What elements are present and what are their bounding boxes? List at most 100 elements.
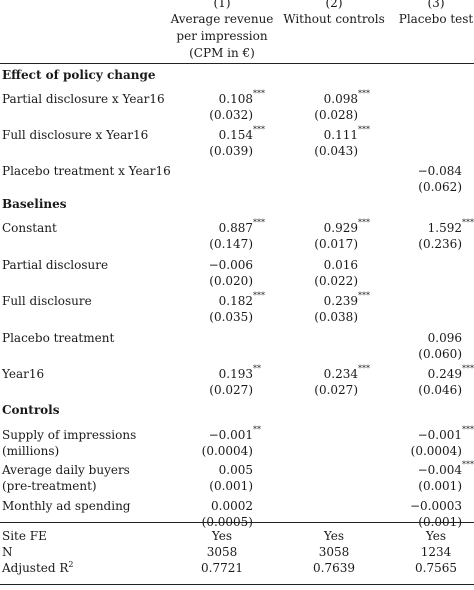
- row-label: (pre-treatment): [2, 479, 97, 493]
- standard-error: (0.046): [418, 383, 462, 397]
- footer-value: 3058: [206, 545, 238, 559]
- row-label: Full disclosure: [2, 294, 92, 308]
- row-label: Average daily buyers: [2, 463, 130, 477]
- coefficient-value: 0.108: [218, 92, 253, 106]
- row-label: Placebo treatment x Year16: [2, 164, 171, 178]
- standard-error: (0.028): [314, 108, 358, 122]
- coefficient: −0.006: [209, 258, 253, 272]
- section-title: Effect of policy change: [2, 68, 156, 82]
- standard-error: (0.020): [209, 274, 253, 288]
- row-label: Placebo treatment: [2, 331, 115, 345]
- significance-stars: ***: [462, 460, 474, 469]
- standard-error: (0.022): [314, 274, 358, 288]
- row-label: Monthly ad spending: [2, 499, 131, 513]
- footer-value: Yes: [425, 529, 447, 543]
- footer-value: 0.7565: [415, 561, 457, 575]
- section-title: Baselines: [2, 197, 67, 211]
- footer-value: 3058: [318, 545, 350, 559]
- significance-stars: ***: [462, 425, 474, 434]
- coefficient-value: 0.929: [323, 221, 358, 235]
- coefficient: 0.239 ***: [324, 291, 370, 308]
- standard-error: (0.027): [209, 383, 253, 397]
- standard-error: (0.035): [209, 310, 253, 324]
- significance-stars: ***: [358, 291, 370, 300]
- column-number: (2): [325, 0, 343, 10]
- footer-label: Adjusted R2: [2, 560, 74, 576]
- significance-stars: ***: [462, 364, 474, 373]
- row-label: Constant: [2, 221, 57, 235]
- coefficient: 0.929 ***: [323, 218, 370, 235]
- coefficient-value: −0.001: [208, 428, 253, 442]
- coefficient: 0.108 ***: [218, 89, 265, 106]
- column-title: Average revenue: [170, 12, 274, 26]
- significance-stars: ***: [253, 218, 265, 227]
- coefficient: 0.234 ***: [323, 364, 370, 381]
- significance-stars: ***: [358, 218, 370, 227]
- column-title: (CPM in €): [189, 46, 255, 60]
- column-title: Placebo test: [398, 12, 474, 26]
- coefficient-value: −0.0003: [409, 499, 462, 513]
- standard-error: (0.0004): [201, 444, 253, 458]
- coefficient-value: 0.193: [218, 367, 253, 381]
- coefficient-value: 0.111: [323, 128, 358, 142]
- coefficient-value: 0.016: [323, 258, 358, 272]
- standard-error: (0.236): [418, 237, 462, 251]
- coefficient-value: 0.0002: [211, 499, 253, 513]
- coefficient: 0.154 ***: [218, 125, 265, 142]
- footer-value: Yes: [323, 529, 345, 543]
- column-number: (1): [213, 0, 231, 10]
- coefficient: 0.887 ***: [218, 218, 265, 235]
- row-label: Full disclosure x Year16: [2, 128, 149, 142]
- coefficient: −0.004 ***: [417, 460, 474, 477]
- coefficient-value: 0.098: [323, 92, 358, 106]
- coefficient: 0.182 ***: [219, 291, 265, 308]
- row-label: Partial disclosure x Year16: [2, 92, 165, 106]
- standard-error: (0.060): [418, 347, 462, 361]
- coefficient: 0.005: [219, 463, 253, 477]
- footer-rule: [0, 522, 474, 523]
- standard-error: (0.043): [314, 144, 358, 158]
- coefficient: 0.096: [428, 331, 462, 345]
- coefficient-value: 0.005: [218, 463, 253, 477]
- coefficient: −0.001 **: [208, 425, 261, 442]
- coefficient-value: 0.887: [218, 221, 253, 235]
- standard-error: (0.001): [209, 479, 253, 493]
- standard-error: (0.001): [418, 479, 462, 493]
- coefficient-value: −0.001: [417, 428, 462, 442]
- coefficient: 0.193 **: [218, 364, 261, 381]
- coefficient-value: 0.154: [218, 128, 253, 142]
- coefficient: 0.111 ***: [323, 125, 370, 142]
- footer-value: Yes: [211, 529, 233, 543]
- footer-label: Site FE: [2, 529, 47, 543]
- row-label: Partial disclosure: [2, 258, 109, 272]
- significance-stars: ***: [358, 125, 370, 134]
- footer-value: 0.7721: [201, 561, 243, 575]
- coefficient-value: 1.592: [427, 221, 462, 235]
- significance-stars: ***: [253, 125, 265, 134]
- standard-error: (0.017): [314, 237, 358, 251]
- significance-stars: **: [253, 364, 261, 373]
- standard-error: (0.062): [418, 180, 462, 194]
- header-rule: [0, 63, 474, 64]
- coefficient: 1.592 ***: [427, 218, 474, 235]
- row-label: (millions): [2, 444, 60, 458]
- coefficient: 0.249 ***: [428, 364, 474, 381]
- row-label: Year16: [2, 367, 45, 381]
- standard-error: (0.039): [209, 144, 253, 158]
- coefficient: −0.0003: [410, 499, 462, 513]
- coefficient: 0.0002: [211, 499, 253, 513]
- standard-error: (0.027): [314, 383, 358, 397]
- standard-error: (0.147): [209, 237, 253, 251]
- significance-stars: **: [253, 425, 261, 434]
- standard-error: (0.038): [314, 310, 358, 324]
- footer-value: 0.7639: [313, 561, 355, 575]
- column-title: per impression: [176, 29, 268, 43]
- coefficient-value: 0.234: [323, 367, 358, 381]
- coefficient: 0.016: [324, 258, 358, 272]
- standard-error: (0.032): [209, 108, 253, 122]
- column-number: (3): [427, 0, 445, 10]
- coefficient-value: 0.096: [427, 331, 462, 345]
- coefficient-value: −0.006: [208, 258, 253, 272]
- coefficient-value: −0.004: [417, 463, 462, 477]
